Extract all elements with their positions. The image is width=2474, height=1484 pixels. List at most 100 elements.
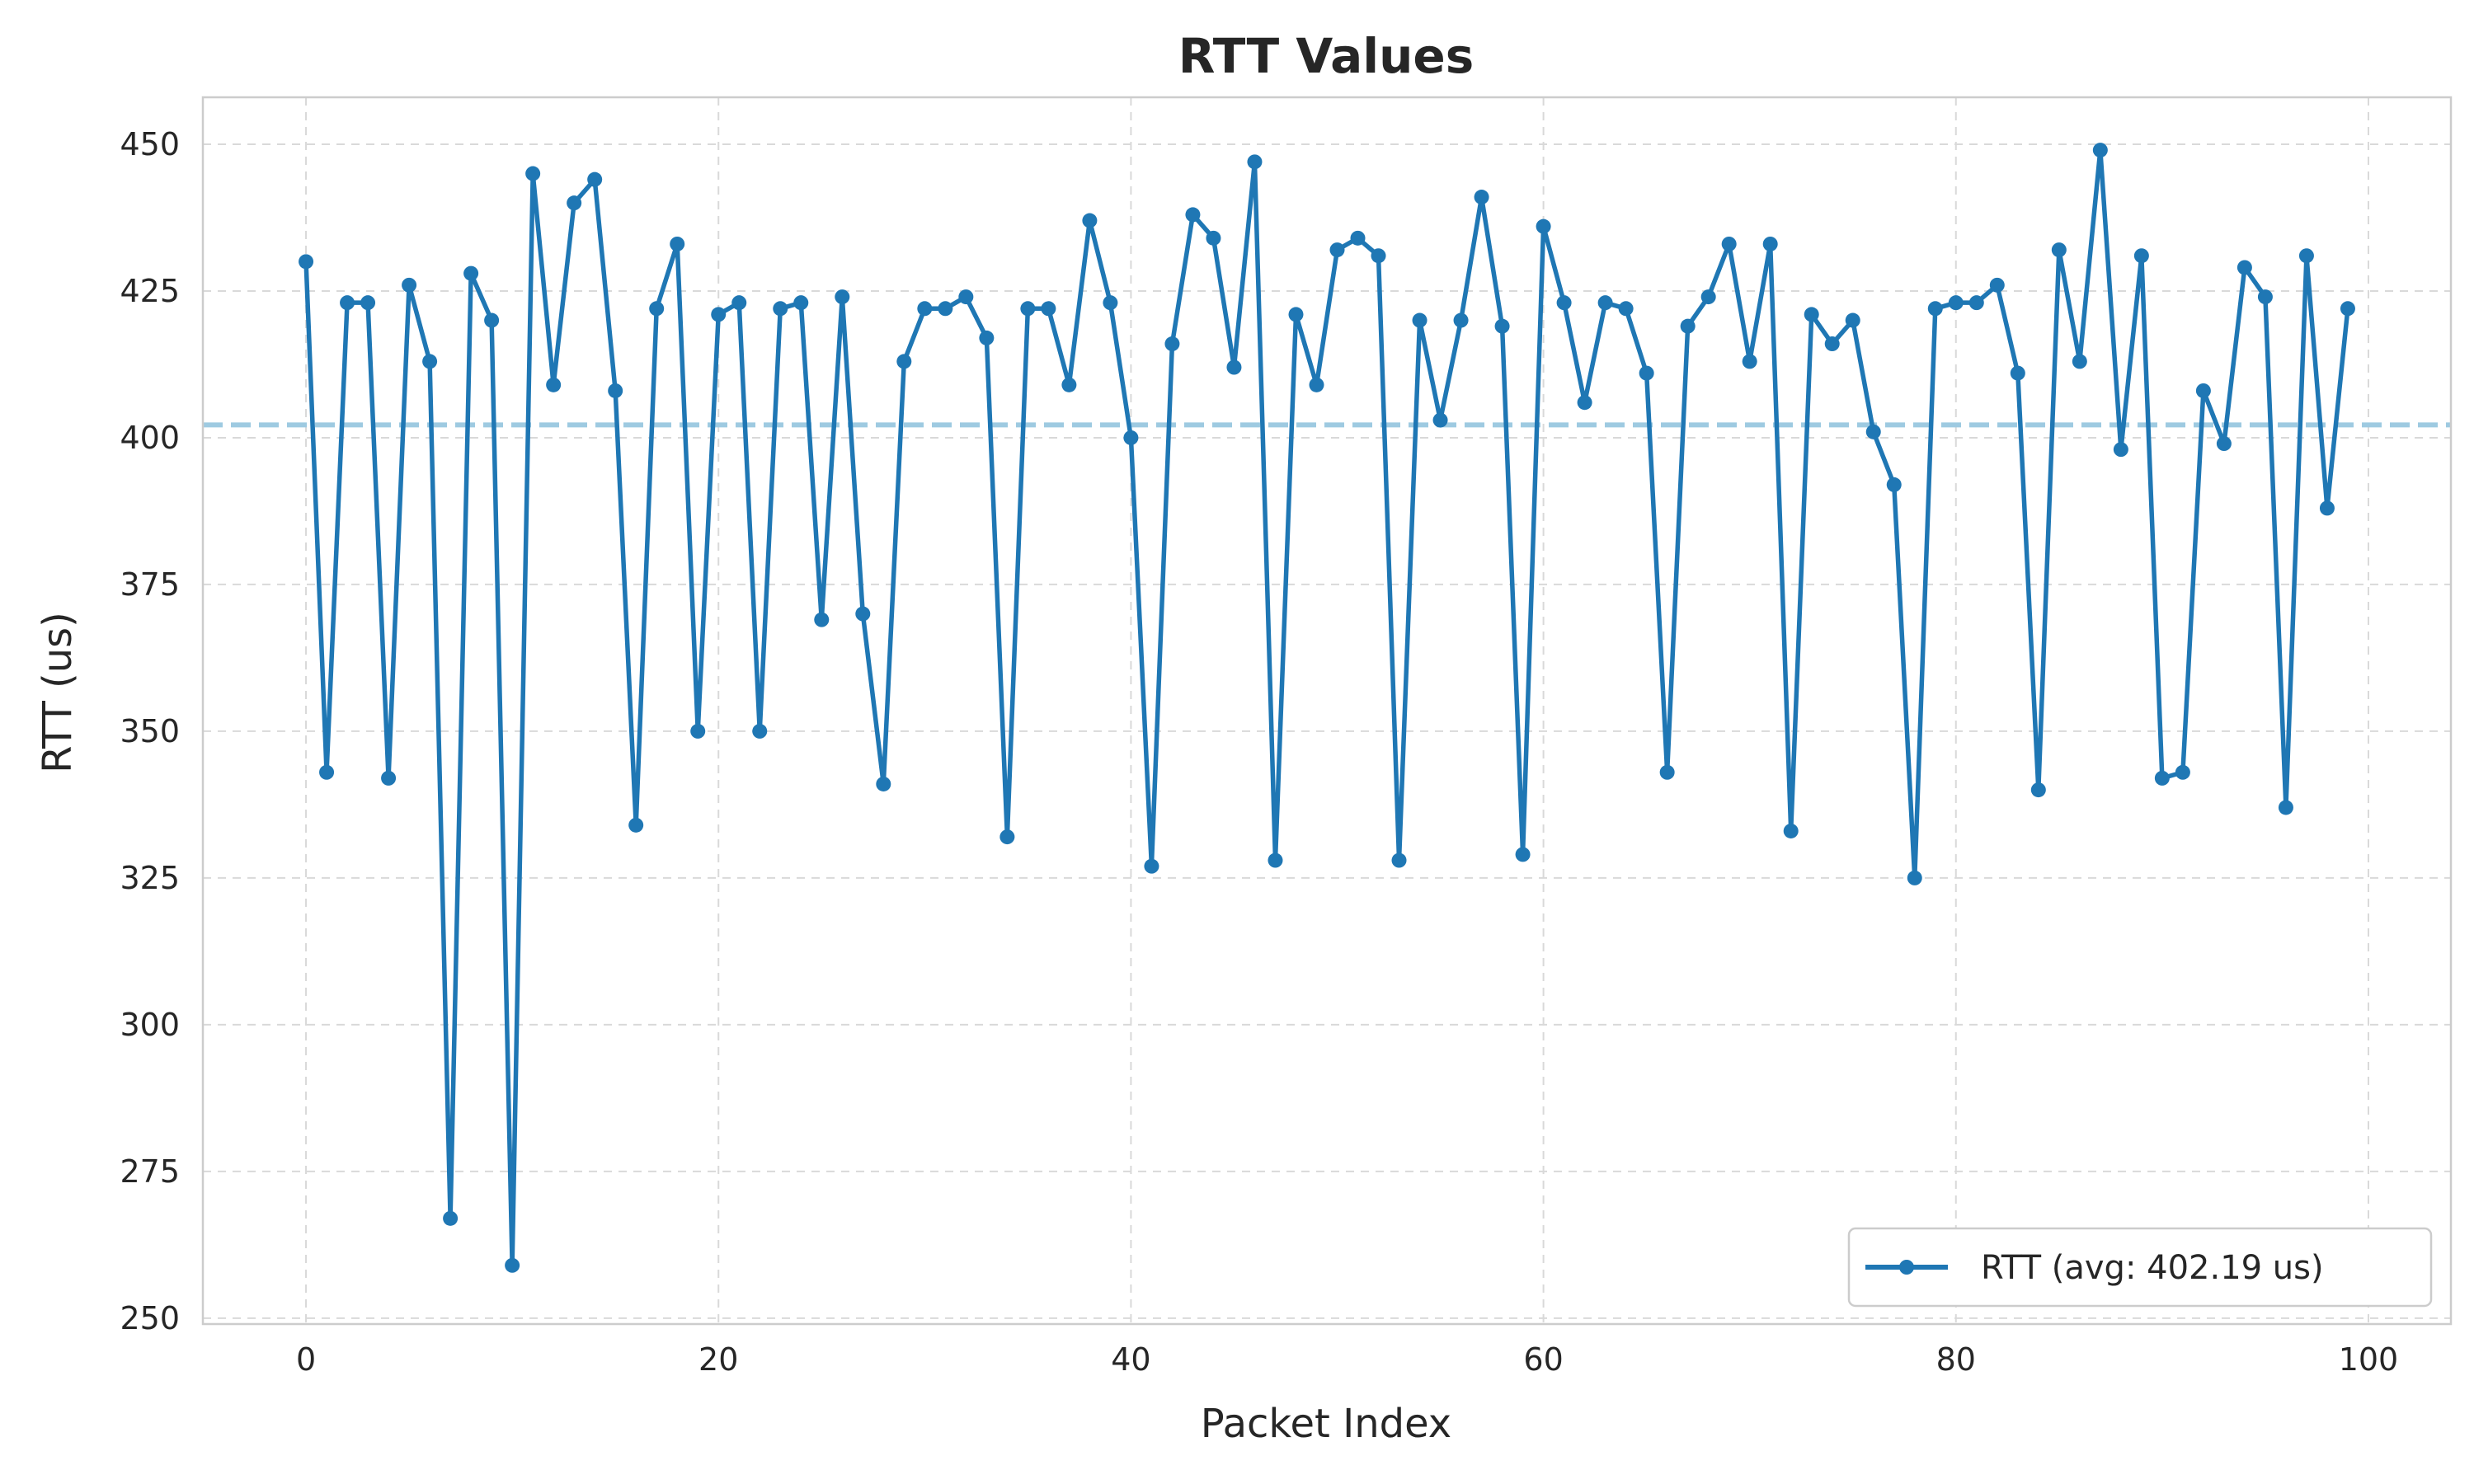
data-point [1103,295,1118,311]
data-point [1144,858,1159,874]
data-point [381,770,397,786]
data-point [2236,260,2252,275]
data-point [711,307,727,322]
x-tick-label: 0 [296,1341,316,1378]
x-axis-label: Packet Index [1201,1401,1451,1447]
legend-marker-swatch [1899,1260,1914,1275]
data-point [2216,436,2232,452]
data-point [319,764,335,780]
data-point [999,829,1015,845]
data-point [1391,852,1407,868]
data-point [1680,318,1696,334]
data-point [484,312,500,328]
data-point [1989,277,2005,293]
data-point [1371,248,1386,264]
data-point [2010,365,2025,381]
legend-label: RTT (avg: 402.19 us) [1981,1249,2324,1287]
data-point [1309,377,1324,392]
data-point [1061,377,1077,392]
data-point [1536,218,1551,234]
data-point [1020,301,1036,317]
data-point [2051,242,2067,258]
data-point [1804,307,1819,322]
data-point [2092,143,2108,158]
data-point [814,612,830,627]
y-tick-label: 400 [120,420,180,456]
data-point [443,1210,459,1226]
data-point [731,295,747,311]
y-tick-label: 375 [120,566,180,603]
data-point [938,301,953,317]
series-rtt [299,143,2355,1273]
data-point [1968,295,1984,311]
data-point [1206,230,1221,246]
data-point [360,295,376,311]
data-point [1041,301,1056,317]
data-point [2113,442,2128,458]
data-point [2072,354,2087,369]
data-point [1350,230,1366,246]
data-point [1618,301,1634,317]
data-point [628,817,644,833]
data-point [1474,190,1489,205]
data-point [1907,870,1922,885]
x-tick-label: 40 [1111,1341,1150,1378]
data-point [752,723,768,739]
data-point [1268,852,1283,868]
data-point [1164,336,1180,352]
y-tick-label: 350 [120,713,180,749]
data-point [1659,764,1675,780]
y-tick-label: 425 [120,273,180,309]
data-point [835,289,850,305]
legend-box [1847,1227,2433,1308]
data-point [567,195,582,211]
data-point [1597,295,1613,311]
x-tick-label: 80 [1936,1341,1976,1378]
data-point [1453,312,1469,328]
plot-frame [201,96,2453,1326]
data-point [1329,242,1345,258]
x-tick-label: 20 [698,1341,738,1378]
data-point [2278,800,2293,815]
data-point [2195,383,2211,398]
y-axis-label: RTT (us) [35,612,81,773]
data-point [690,723,706,739]
data-point [1948,295,1964,311]
y-tick-label: 325 [120,860,180,896]
data-point [2154,770,2170,786]
data-point [1886,477,1902,492]
data-point [1762,236,1778,251]
data-point [1515,847,1531,862]
data-point [505,1257,520,1273]
data-point [1185,207,1201,223]
data-point [958,289,974,305]
data-point [2133,248,2149,264]
data-point [1824,336,1840,352]
data-point [587,171,603,187]
y-axis-ticks: 250 275 300 325 350 375 400 425 450 [120,126,180,1336]
data-point [546,377,562,392]
data-point [1742,354,1757,369]
data-point [2175,764,2190,780]
data-point [1556,295,1572,311]
data-point [2030,782,2046,798]
data-point [2257,289,2273,305]
data-point [1865,424,1881,439]
data-point [896,354,912,369]
data-point [525,166,541,181]
data-point [1845,312,1860,328]
data-point [1288,307,1304,322]
data-point [1639,365,1654,381]
data-point [917,301,933,317]
data-point [608,383,623,398]
data-point [1494,318,1510,334]
legend: RTT (avg: 402.19 us) [1847,1227,2433,1308]
data-point [773,301,788,317]
data-point [1432,412,1448,428]
data-point [2340,301,2355,317]
x-tick-label: 100 [2339,1341,2399,1378]
data-point [1927,301,1943,317]
data-point [402,277,417,293]
data-point [1721,236,1737,251]
x-tick-label: 60 [1523,1341,1563,1378]
